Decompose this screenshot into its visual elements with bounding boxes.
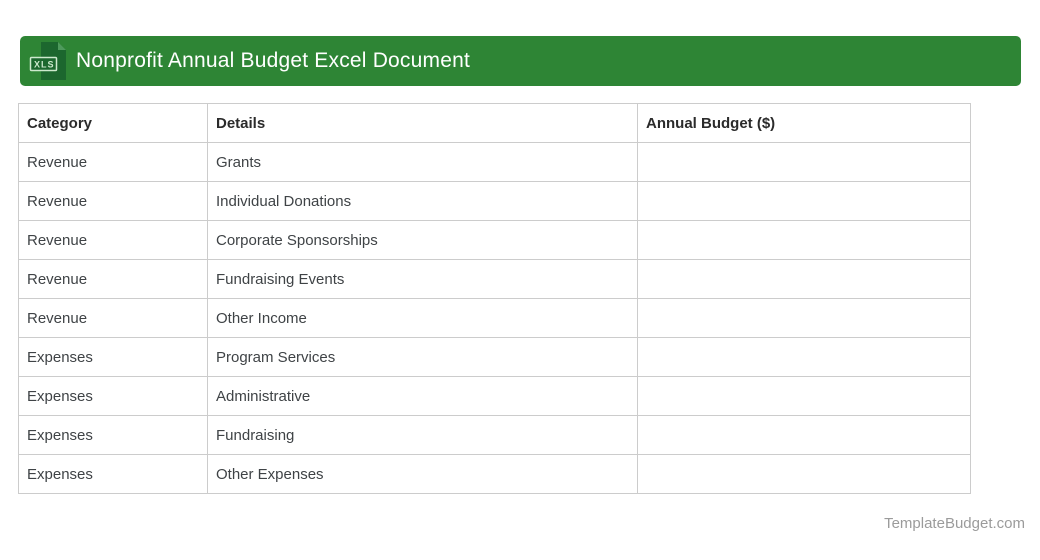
table-row: Expenses Other Expenses	[18, 454, 971, 494]
budget-cell	[637, 142, 971, 182]
budget-cell	[637, 181, 971, 221]
details-cell: Program Services	[207, 337, 638, 377]
column-header-annual-budget: Annual Budget ($)	[637, 103, 971, 143]
category-cell: Revenue	[18, 220, 208, 260]
budget-cell	[637, 220, 971, 260]
category-cell: Expenses	[18, 376, 208, 416]
details-cell: Fundraising	[207, 415, 638, 455]
table-row: Revenue Other Income	[18, 298, 971, 338]
page-title: Nonprofit Annual Budget Excel Document	[76, 49, 470, 72]
xls-file-icon: XLS	[29, 42, 66, 80]
column-header-details: Details	[207, 103, 638, 143]
table-row: Expenses Fundraising	[18, 415, 971, 455]
budget-cell	[637, 298, 971, 338]
budget-cell	[637, 454, 971, 494]
table-row: Expenses Program Services	[18, 337, 971, 377]
category-cell: Revenue	[18, 142, 208, 182]
category-cell: Revenue	[18, 181, 208, 221]
details-cell: Other Income	[207, 298, 638, 338]
budget-cell	[637, 415, 971, 455]
details-cell: Administrative	[207, 376, 638, 416]
category-cell: Expenses	[18, 415, 208, 455]
table-row: Revenue Individual Donations	[18, 181, 971, 221]
site-credit: TemplateBudget.com	[884, 515, 1025, 532]
details-cell: Other Expenses	[207, 454, 638, 494]
budget-cell	[637, 259, 971, 299]
table-row: Expenses Administrative	[18, 376, 971, 416]
details-cell: Fundraising Events	[207, 259, 638, 299]
budget-table: Category Details Annual Budget ($) Reven…	[18, 103, 971, 494]
budget-cell	[637, 376, 971, 416]
xls-icon-label: XLS	[34, 60, 55, 70]
table-row: Revenue Fundraising Events	[18, 259, 971, 299]
table-row: Revenue Grants	[18, 142, 971, 182]
category-cell: Expenses	[18, 454, 208, 494]
column-header-category: Category	[18, 103, 208, 143]
budget-cell	[637, 337, 971, 377]
title-banner: XLS Nonprofit Annual Budget Excel Docume…	[20, 36, 1021, 86]
details-cell: Grants	[207, 142, 638, 182]
table-header-row: Category Details Annual Budget ($)	[18, 103, 971, 143]
details-cell: Individual Donations	[207, 181, 638, 221]
category-cell: Revenue	[18, 259, 208, 299]
table-row: Revenue Corporate Sponsorships	[18, 220, 971, 260]
category-cell: Expenses	[18, 337, 208, 377]
budget-table-container: Category Details Annual Budget ($) Reven…	[18, 103, 971, 494]
category-cell: Revenue	[18, 298, 208, 338]
details-cell: Corporate Sponsorships	[207, 220, 638, 260]
